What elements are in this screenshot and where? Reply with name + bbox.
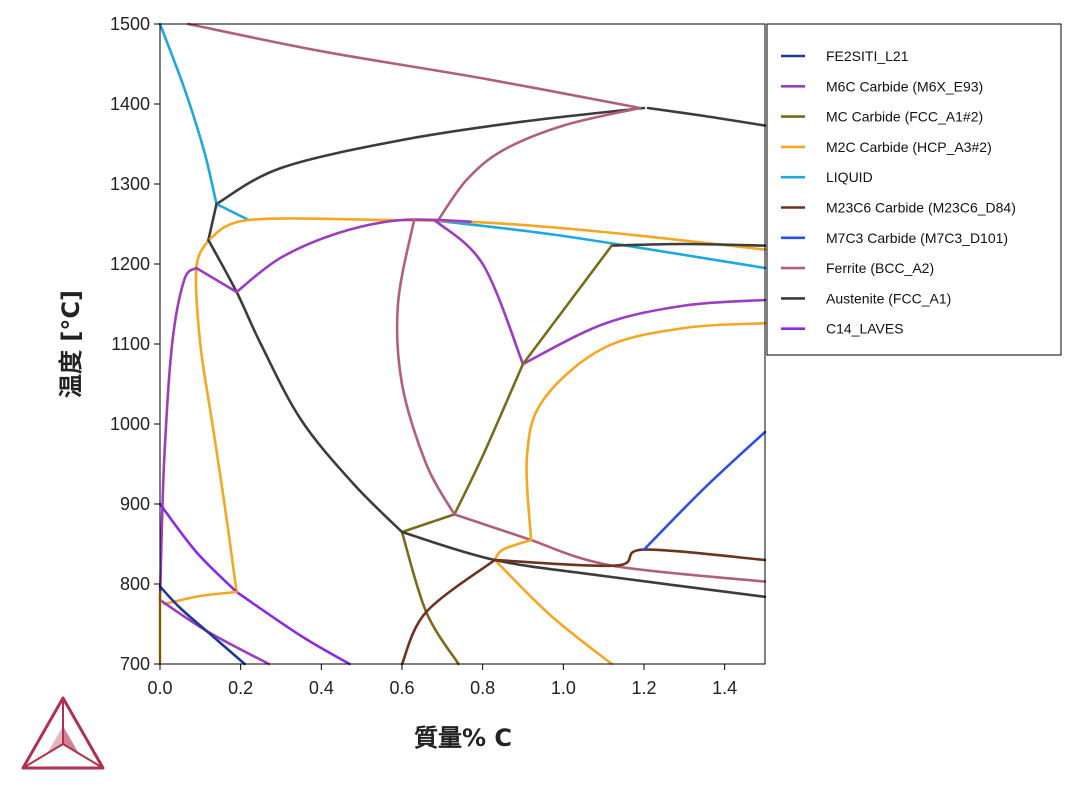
legend-label-fe2siti-l21: FE2SITI_L21 — [826, 48, 909, 64]
y-tick-label: 900 — [120, 494, 150, 514]
curve-m23c6-carbide-m23c6-d84 — [493, 548, 767, 568]
curve-m6c-carbide-m6x-e93 — [195, 266, 238, 294]
curve-m2c-carbide-hcp-a3-2 — [162, 590, 238, 606]
curve-austenite-fcc-a1 — [646, 106, 767, 127]
y-tick-label: 800 — [120, 574, 150, 594]
y-axis-ticks: 700 800 900 1000 1100 1200 1300 1400 1500 — [110, 14, 160, 674]
curve-c14-laves — [235, 590, 351, 666]
curve-ferrite-bcc-a2 — [453, 513, 533, 542]
curve-mc-carbide-fcc-a1-2 — [521, 244, 613, 366]
x-tick-label: 1.4 — [712, 678, 737, 698]
legend-frame — [766, 23, 1062, 356]
y-tick-label: 1000 — [110, 414, 150, 434]
phase-boundary-curves — [158, 22, 767, 666]
y-tick-label: 1400 — [110, 94, 150, 114]
curve-m6c-carbide-m6x-e93 — [235, 218, 472, 294]
curve-austenite-fcc-a1 — [400, 530, 767, 599]
x-tick-label: 0.4 — [309, 678, 334, 698]
y-tick-label: 1200 — [110, 254, 150, 274]
x-axis-ticks: 0.0 0.2 0.4 0.6 0.8 1.0 1.2 1.4 — [147, 664, 737, 698]
curve-liquid — [215, 202, 250, 222]
curve-m6c-carbide-m6x-e93 — [521, 298, 767, 366]
legend: FE2SITI_L21 M6C Carbide (M6X_E93) MC Carbi… — [766, 23, 1062, 356]
legend-label-liquid: LIQUID — [826, 169, 873, 185]
y-tick-label: 1100 — [111, 334, 150, 354]
x-tick-label: 0.2 — [228, 678, 253, 698]
curve-m6c-carbide-m6x-e93 — [158, 266, 198, 602]
curve-austenite-fcc-a1 — [215, 106, 646, 206]
thermo-calc-logo-icon — [21, 696, 105, 770]
legend-label-m23c6-carbide-m23c6-d84: M23C6 Carbide (M23C6_D84) — [826, 200, 1016, 216]
curve-c14-laves — [158, 502, 238, 594]
curve-ferrite-bcc-a2 — [395, 218, 456, 516]
x-tick-label: 1.2 — [631, 678, 656, 698]
x-tick-label: 0.0 — [147, 678, 172, 698]
legend-label-c14-laves: C14_LAVES — [826, 321, 904, 337]
y-tick-label: 1300 — [110, 174, 150, 194]
legend-label-austenite-fcc-a1: Austenite (FCC_A1) — [826, 290, 951, 306]
curve-m2c-carbide-hcp-a3-2 — [525, 321, 767, 542]
y-tick-label: 1500 — [110, 14, 150, 34]
curve-austenite-fcc-a1 — [207, 202, 218, 242]
curve-liquid — [428, 218, 767, 270]
x-tick-label: 0.8 — [470, 678, 495, 698]
legend-label-m2c-carbide-hcp-a3-2: M2C Carbide (HCP_A3#2) — [826, 139, 992, 155]
legend-label-m7c3-carbide-m7c3-d101: M7C3 Carbide (M7C3_D101) — [826, 230, 1008, 246]
curve-m23c6-carbide-m23c6-d84 — [400, 558, 497, 666]
legend-label-mc-carbide-fcc-a1-2: MC Carbide (FCC_A1#2) — [826, 109, 983, 125]
curve-m7c3-carbide-m7c3-d101 — [642, 430, 767, 551]
curve-mc-carbide-fcc-a1-2 — [400, 513, 456, 534]
curve-m6c-carbide-m6x-e93 — [433, 218, 525, 366]
x-axis-title: 質量% C — [414, 724, 512, 752]
curve-mc-carbide-fcc-a1-2 — [453, 362, 525, 516]
legend-label-m6c-carbide-m6x-e93: M6C Carbide (M6X_E93) — [826, 78, 983, 94]
curve-ferrite-bcc-a2 — [186, 22, 642, 110]
y-axis-title: 温度 [°C] — [57, 290, 85, 398]
curve-ferrite-bcc-a2 — [437, 106, 642, 222]
y-tick-label: 700 — [120, 654, 150, 674]
curve-austenite-fcc-a1 — [610, 242, 767, 247]
curve-m2c-carbide-hcp-a3-2 — [493, 558, 613, 666]
curve-liquid — [158, 22, 218, 206]
legend-label-ferrite-bcc-a2: Ferrite (BCC_A2) — [826, 260, 934, 276]
curve-fe2siti-l21 — [158, 585, 246, 666]
x-tick-label: 1.0 — [551, 678, 576, 698]
x-tick-label: 0.6 — [389, 678, 414, 698]
curve-m2c-carbide-hcp-a3-2 — [493, 538, 533, 562]
legend-items: FE2SITI_L21 M6C Carbide (M6X_E93) MC Carbi… — [781, 48, 1016, 337]
